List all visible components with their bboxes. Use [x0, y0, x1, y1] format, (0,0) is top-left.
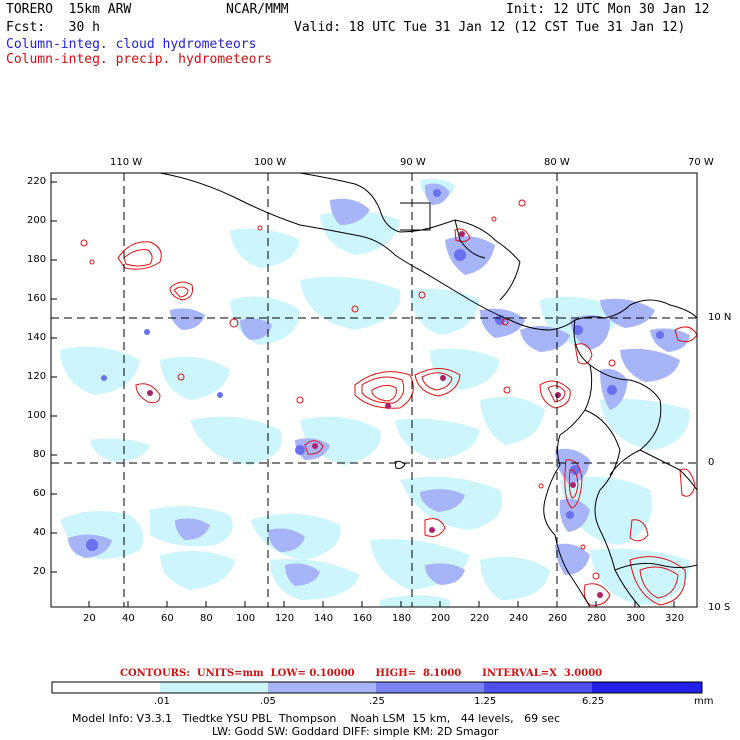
- cloud-shading-light: [60, 178, 690, 607]
- lat-label-0: 0: [708, 457, 715, 468]
- colorbar-label-2: .25: [369, 696, 385, 707]
- x-tick-80: 80: [200, 613, 213, 624]
- x-tick-120: 120: [275, 613, 295, 624]
- lon-label-100w: 100 W: [254, 157, 287, 168]
- y-tick-40: 40: [33, 527, 46, 538]
- lat-label-10s: 10 S: [708, 602, 731, 613]
- map-frame: [50, 172, 698, 608]
- y-tick-200: 200: [27, 215, 47, 226]
- precip-field-label: Column-integ. precip. hydrometeors: [6, 52, 273, 67]
- cloud-shading-medium: [68, 183, 690, 586]
- model-info-line-2: LW: Godd SW: Goddard DIFF: simple KM: 2D…: [212, 725, 499, 738]
- model-info-line-1: Model Info: V3.3.1 Tiedtke YSU PBL Thomp…: [72, 712, 561, 725]
- cloud-field-label: Column-integ. cloud hydrometeors: [6, 37, 257, 52]
- x-tick-180: 180: [392, 613, 412, 624]
- colorbar-label-0: .01: [154, 696, 170, 707]
- bottom-tick-marks: [88, 601, 675, 607]
- lat-label-10n: 10 N: [708, 312, 732, 323]
- x-tick-320: 320: [665, 613, 685, 624]
- init-time: Init: 12 UTC Mon 30 Jan 12: [506, 2, 710, 17]
- x-tick-100: 100: [236, 613, 256, 624]
- contour-info: CONTOURS: UNITS=mm LOW= 0.10000 HIGH= 8.…: [120, 668, 603, 679]
- x-tick-240: 240: [509, 613, 529, 624]
- coastlines: [159, 173, 697, 607]
- x-tick-200: 200: [431, 613, 451, 624]
- precip-cores: [147, 231, 603, 598]
- x-tick-280: 280: [587, 613, 607, 624]
- y-tick-20: 20: [33, 566, 46, 577]
- graticule: [51, 173, 697, 607]
- x-tick-20: 20: [83, 613, 96, 624]
- lon-label-90w: 90 W: [400, 157, 426, 168]
- center-label: NCAR/MMM: [226, 2, 289, 17]
- x-tick-300: 300: [626, 613, 646, 624]
- lon-label-70w: 70 W: [688, 157, 714, 168]
- valid-time: Valid: 18 UTC Tue 31 Jan 12 (12 CST Tue …: [294, 20, 686, 35]
- y-tick-60: 60: [33, 488, 46, 499]
- y-tick-100: 100: [27, 410, 47, 421]
- colorbar-label-1: .05: [260, 696, 276, 707]
- lon-label-110w: 110 W: [110, 157, 143, 168]
- y-tick-80: 80: [33, 449, 46, 460]
- y-tick-180: 180: [27, 254, 47, 265]
- y-tick-120: 120: [27, 371, 47, 382]
- colorbar-label-4: 6.25: [582, 696, 605, 707]
- x-tick-40: 40: [122, 613, 135, 624]
- x-tick-260: 260: [548, 613, 568, 624]
- lon-label-80w: 80 W: [544, 157, 570, 168]
- model-title: TORERO 15km ARW: [6, 2, 132, 17]
- y-tick-140: 140: [27, 332, 47, 343]
- x-tick-60: 60: [161, 613, 174, 624]
- colorbar-label-3: 1.25: [474, 696, 497, 707]
- forecast-hour: Fcst: 30 h: [6, 20, 100, 35]
- x-tick-220: 220: [470, 613, 490, 624]
- colorbar-units: mm: [694, 696, 714, 707]
- x-tick-160: 160: [353, 613, 373, 624]
- x-tick-140: 140: [314, 613, 334, 624]
- cloud-shading-dark: [86, 189, 664, 551]
- y-tick-160: 160: [27, 293, 47, 304]
- left-tick-marks: [51, 181, 57, 573]
- y-tick-220: 220: [27, 176, 47, 187]
